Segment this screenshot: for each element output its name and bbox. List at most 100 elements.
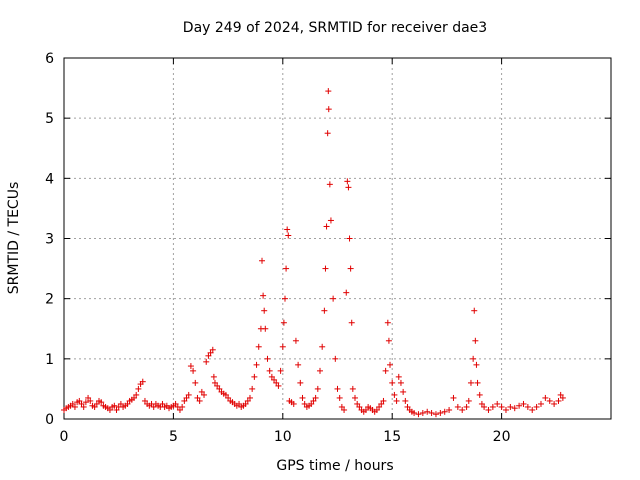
grid-lines bbox=[64, 58, 611, 419]
data-point bbox=[255, 343, 262, 350]
data-point bbox=[334, 385, 341, 392]
data-point bbox=[345, 184, 352, 191]
data-point bbox=[236, 400, 243, 407]
data-point bbox=[327, 217, 334, 224]
data-point bbox=[387, 361, 394, 368]
data-point bbox=[489, 403, 496, 410]
data-point bbox=[111, 402, 118, 409]
data-point bbox=[415, 411, 422, 418]
data-point bbox=[262, 325, 269, 332]
data-point bbox=[71, 403, 78, 410]
chart-title: Day 249 of 2024, SRMTID for receiver dae… bbox=[183, 20, 487, 36]
y-tick-label: 5 bbox=[45, 111, 54, 127]
data-point bbox=[316, 367, 323, 374]
data-point bbox=[244, 397, 251, 404]
data-point bbox=[555, 397, 562, 404]
data-point bbox=[385, 337, 392, 344]
data-point bbox=[332, 355, 339, 362]
data-point bbox=[323, 223, 330, 230]
data-point bbox=[259, 257, 266, 264]
data-point bbox=[319, 343, 326, 350]
data-point bbox=[472, 337, 479, 344]
data-point bbox=[203, 358, 210, 365]
data-point bbox=[141, 397, 148, 404]
y-tick-label: 2 bbox=[45, 292, 54, 308]
data-point bbox=[106, 406, 113, 413]
data-point bbox=[93, 400, 100, 407]
data-point bbox=[419, 409, 426, 416]
data-point bbox=[280, 319, 287, 326]
data-point bbox=[196, 397, 203, 404]
data-point bbox=[308, 400, 315, 407]
data-point bbox=[194, 394, 201, 401]
data-point bbox=[362, 406, 369, 413]
data-point bbox=[216, 385, 223, 392]
data-point bbox=[314, 385, 321, 392]
data-point bbox=[285, 232, 292, 239]
data-point bbox=[69, 400, 76, 407]
data-point bbox=[292, 337, 299, 344]
data-point bbox=[268, 373, 275, 380]
x-tick-label: 15 bbox=[383, 429, 401, 445]
data-point bbox=[382, 367, 389, 374]
data-point bbox=[467, 379, 474, 386]
data-point bbox=[150, 403, 157, 410]
data-point bbox=[441, 408, 448, 415]
data-point bbox=[264, 355, 271, 362]
data-point bbox=[516, 402, 523, 409]
data-point bbox=[198, 388, 205, 395]
data-point bbox=[551, 400, 558, 407]
data-point bbox=[187, 363, 194, 370]
data-point bbox=[181, 397, 188, 404]
data-point bbox=[376, 403, 383, 410]
data-point bbox=[450, 394, 457, 401]
x-tick-label: 0 bbox=[60, 429, 69, 445]
data-point bbox=[349, 385, 356, 392]
data-point bbox=[325, 106, 332, 113]
data-point bbox=[507, 403, 514, 410]
data-point bbox=[432, 411, 439, 418]
data-point bbox=[393, 397, 400, 404]
data-point bbox=[511, 405, 518, 412]
data-point bbox=[225, 394, 232, 401]
data-point bbox=[341, 406, 348, 413]
data-point bbox=[395, 373, 402, 380]
data-point bbox=[476, 391, 483, 398]
data-point bbox=[209, 346, 216, 353]
data-point bbox=[354, 400, 361, 407]
y-tick-label: 0 bbox=[45, 412, 54, 428]
data-point bbox=[277, 367, 284, 374]
data-point bbox=[91, 403, 98, 410]
data-point bbox=[384, 319, 391, 326]
data-point bbox=[284, 226, 291, 233]
data-point bbox=[211, 379, 218, 386]
data-point bbox=[279, 343, 286, 350]
data-point bbox=[356, 403, 363, 410]
data-point bbox=[459, 406, 466, 413]
data-point bbox=[391, 391, 398, 398]
data-point bbox=[533, 403, 540, 410]
data-point bbox=[400, 388, 407, 395]
data-point bbox=[478, 400, 485, 407]
y-tick-label: 1 bbox=[45, 352, 54, 368]
plot-frame bbox=[63, 57, 612, 420]
data-point bbox=[273, 379, 280, 386]
data-point bbox=[183, 394, 190, 401]
data-point bbox=[465, 397, 472, 404]
data-point bbox=[176, 406, 183, 413]
data-point bbox=[542, 394, 549, 401]
data-point bbox=[98, 399, 105, 406]
data-point bbox=[474, 379, 481, 386]
data-point bbox=[266, 367, 273, 374]
data-point bbox=[159, 400, 166, 407]
data-point bbox=[246, 394, 253, 401]
data-point bbox=[297, 379, 304, 386]
y-tick-label: 6 bbox=[45, 51, 54, 67]
data-point bbox=[428, 409, 435, 416]
data-point bbox=[344, 178, 351, 185]
data-point bbox=[253, 361, 260, 368]
data-point bbox=[124, 400, 131, 407]
data-point bbox=[113, 406, 120, 413]
data-point bbox=[290, 400, 297, 407]
